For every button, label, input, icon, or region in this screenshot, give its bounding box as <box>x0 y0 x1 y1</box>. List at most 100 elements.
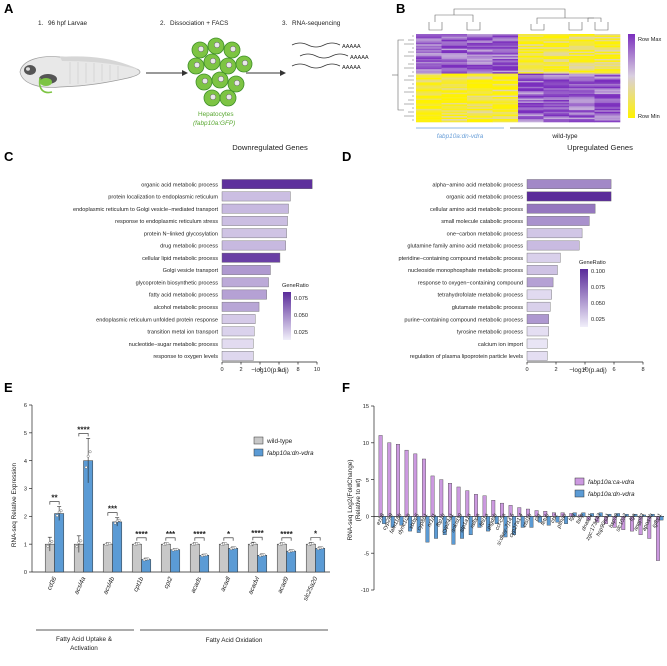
heatmap-cell <box>467 119 493 121</box>
foldchange-bar <box>439 479 444 517</box>
heatmap-cell <box>416 82 442 85</box>
heatmap-cell <box>594 113 621 115</box>
heatmap-cell <box>543 85 570 88</box>
heatmap-cell <box>518 35 544 38</box>
expression-bar <box>131 543 142 573</box>
heatmap-cell <box>492 104 519 107</box>
heatmap-cell <box>467 61 493 64</box>
heatmap-cell <box>543 53 570 55</box>
heatmap-cell <box>416 47 442 49</box>
heatmap-cell <box>569 56 595 58</box>
panel-a-letter: A <box>4 1 14 16</box>
go-bar <box>526 326 549 337</box>
foldchange-bar <box>482 495 487 517</box>
heatmap-cell <box>416 100 442 102</box>
go-term-label: calcium ion import <box>478 342 524 348</box>
go-term-label: fatty acid metabolic process <box>149 293 218 299</box>
significance-stars: **** <box>251 529 264 538</box>
panel-d-legend-tick-4: 0.025 <box>591 317 605 323</box>
heatmap-cell <box>467 116 493 118</box>
gene-label: acads <box>190 575 204 594</box>
gene-label: acsl4a <box>73 575 87 595</box>
heatmap-cell <box>492 56 519 58</box>
heatmap-cell <box>441 44 468 47</box>
foldchange-bar <box>396 444 400 517</box>
go-bar <box>221 203 289 214</box>
workflow-arrow-1 <box>146 70 188 76</box>
heatmap-cell <box>543 50 570 52</box>
heatmap-cell <box>518 95 544 98</box>
expression-bar <box>199 555 210 573</box>
heatmap-cell <box>543 104 570 107</box>
heatmap-cell <box>441 57 468 60</box>
step-3-label: RNA-sequencing <box>292 20 341 27</box>
heatmap-cell <box>543 110 570 113</box>
dendrogram-branch <box>397 39 404 111</box>
heatmap-cell <box>569 35 595 38</box>
go-term-label: alpha−amino acid metabolic process <box>432 182 523 188</box>
heatmap-cell <box>594 119 621 121</box>
heatmap-cell <box>518 64 544 67</box>
panel-b: B Row Max Row Min fabp10a:dn-vdra wild-t… <box>392 1 662 140</box>
go-bar <box>221 277 269 288</box>
heatmap-cell <box>416 70 442 73</box>
go-bar <box>221 179 313 189</box>
heatmap-cell <box>492 83 519 86</box>
foldchange-bar <box>468 516 473 536</box>
heatmap-cell <box>518 39 544 42</box>
heatmap-cell <box>543 95 570 98</box>
foldchange-bar <box>621 516 626 530</box>
go-term-label: small molecule catabolic process <box>441 219 523 225</box>
heatmap-cell <box>492 41 519 44</box>
foldchange-bar <box>442 516 447 536</box>
heatmap-cell <box>594 39 621 42</box>
panel-d-legend-title: GeneRatio <box>579 260 606 266</box>
heatmap-cell <box>467 95 493 98</box>
foldchange-bar <box>390 516 395 528</box>
heatmap-cell <box>569 72 595 74</box>
heatmap-cell <box>416 54 442 57</box>
heatmap-cell <box>543 117 570 120</box>
heatmap-cell <box>416 63 442 66</box>
heatmap <box>416 34 621 123</box>
heatmap-cell <box>569 54 595 57</box>
heatmap-cell <box>441 34 468 36</box>
heatmap-cell <box>467 39 493 42</box>
heatmap-cell <box>543 98 570 101</box>
go-bar <box>221 326 255 337</box>
heatmap-cell <box>467 92 493 95</box>
heatmap-cell <box>569 104 595 107</box>
heatmap-cell <box>543 89 570 92</box>
heatmap-cell <box>594 116 621 118</box>
foldchange-bar <box>448 483 452 517</box>
heatmap-cell <box>441 100 468 102</box>
y-tick-label: -5 <box>364 551 369 557</box>
foldchange-bar <box>460 516 464 539</box>
data-point <box>282 542 286 546</box>
gene-label: fga <box>629 513 638 523</box>
heatmap-cell <box>569 61 595 64</box>
heatmap-cell <box>594 98 621 101</box>
hepatocyte-nucleus <box>217 75 225 83</box>
heatmap-cell <box>441 120 468 123</box>
heatmap-cell <box>518 111 544 114</box>
panel-c-legend-tick-3: 0.025 <box>294 330 308 336</box>
hepatocyte-cells <box>187 37 253 107</box>
heatmap-cell <box>569 69 595 71</box>
heatmap-cell <box>518 113 544 115</box>
heatmap-cell <box>467 101 493 104</box>
heatmap-cell <box>441 75 468 77</box>
heatmap-cell <box>569 38 595 41</box>
heatmap-cell <box>441 58 468 61</box>
panel-b-letter: B <box>396 1 405 16</box>
heatmap-cell <box>492 92 519 95</box>
heatmap-cell <box>492 48 519 51</box>
panel-f-ylabel-1: RNA-seq Log2(FoldChange) <box>347 460 354 541</box>
column-dendrogram <box>428 8 609 31</box>
heatmap-cell <box>518 44 544 47</box>
y-tick-label: 1 <box>24 542 27 548</box>
gene-label: cd36 <box>46 575 58 591</box>
heatmap-cell <box>416 61 442 64</box>
step-1-label: 96 hpf Larvae <box>48 20 88 27</box>
foldchange-bar <box>491 500 496 517</box>
